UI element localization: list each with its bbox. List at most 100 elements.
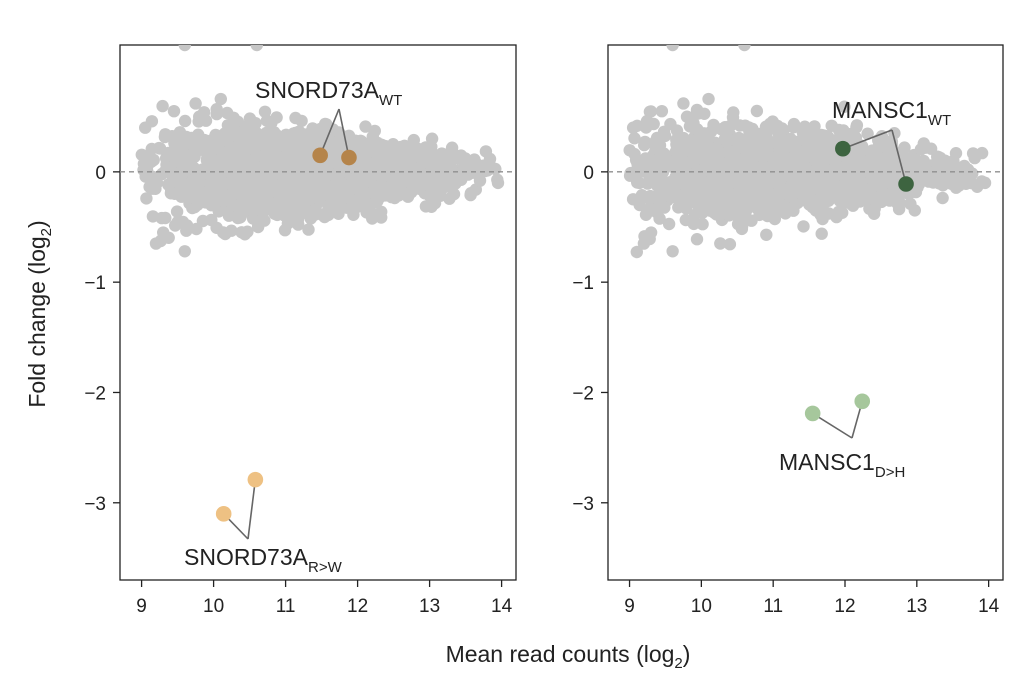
- background-point: [366, 185, 380, 199]
- background-point: [404, 185, 418, 199]
- background-point: [240, 187, 254, 200]
- background-point: [796, 126, 809, 139]
- background-point: [200, 154, 214, 167]
- background-point: [215, 167, 228, 180]
- background-point: [703, 158, 717, 171]
- background-point: [745, 214, 758, 227]
- background-point: [231, 115, 245, 128]
- background-point: [758, 187, 771, 201]
- background-point: [227, 184, 240, 197]
- background-point: [702, 92, 715, 106]
- background-point: [714, 237, 727, 250]
- annotation-label-sub: R>W: [308, 559, 343, 576]
- background-point: [692, 107, 705, 120]
- highlight-point: [804, 405, 821, 422]
- background-point: [688, 208, 702, 221]
- background-point: [819, 129, 832, 143]
- background-point: [243, 137, 256, 150]
- background-point: [830, 210, 843, 224]
- background-point: [384, 162, 398, 175]
- background-point: [749, 171, 762, 184]
- background-point: [881, 174, 895, 187]
- background-points: [135, 45, 505, 258]
- background-point: [892, 202, 906, 216]
- background-point: [229, 125, 243, 138]
- x-tick-label: 11: [276, 596, 296, 617]
- background-point: [468, 153, 481, 166]
- background-point: [687, 217, 700, 231]
- background-point: [473, 174, 487, 187]
- background-point: [861, 127, 874, 140]
- x-axis-title-sub: 2: [674, 655, 682, 672]
- background-point: [877, 139, 891, 153]
- background-point: [235, 226, 248, 239]
- background-point: [696, 142, 709, 156]
- background-point: [868, 202, 881, 215]
- background-point: [819, 172, 833, 185]
- background-point: [282, 163, 295, 177]
- background-point: [774, 200, 787, 213]
- background-point: [252, 194, 266, 207]
- background-point: [176, 215, 190, 229]
- background-point: [839, 196, 852, 209]
- background-point: [904, 197, 917, 211]
- background-point: [322, 208, 335, 222]
- background-point: [170, 205, 184, 218]
- background-point: [781, 157, 794, 170]
- background-point: [210, 107, 223, 121]
- background-point: [336, 178, 349, 192]
- y-axis-title-end: ): [24, 220, 50, 228]
- background-point: [691, 123, 704, 136]
- background-point: [666, 245, 679, 258]
- background-point: [696, 218, 709, 231]
- background-point: [251, 220, 265, 234]
- background-point: [783, 189, 796, 202]
- x-tick-label: 13: [419, 596, 440, 617]
- background-point: [297, 128, 310, 141]
- annotation-label: SNORD73AWT: [255, 77, 402, 109]
- background-point: [155, 211, 168, 225]
- background-point: [171, 131, 184, 144]
- background-point: [302, 223, 315, 236]
- background-point: [355, 159, 368, 172]
- x-axis-title-main: Mean read counts (log: [446, 641, 675, 667]
- background-point: [827, 162, 841, 176]
- background-point: [824, 144, 837, 157]
- background-point: [234, 211, 247, 224]
- background-point: [978, 176, 992, 190]
- background-point: [491, 176, 505, 190]
- background-point: [628, 132, 641, 145]
- background-point: [149, 237, 163, 250]
- background-point: [812, 196, 825, 209]
- background-point: [388, 191, 401, 205]
- background-point: [644, 203, 657, 216]
- highlight-point: [898, 176, 914, 192]
- background-point: [196, 135, 209, 149]
- background-point: [700, 180, 713, 193]
- background-point: [760, 228, 773, 241]
- background-point: [395, 183, 408, 196]
- background-point: [196, 214, 210, 228]
- background-point: [325, 195, 338, 208]
- background-point: [477, 159, 491, 172]
- annotation-connector: [319, 108, 340, 156]
- x-tick-label: 10: [203, 596, 224, 617]
- background-point: [850, 121, 863, 134]
- background-point: [230, 173, 243, 186]
- background-point: [265, 177, 278, 190]
- background-point: [644, 105, 658, 118]
- x-axis-title-end: ): [683, 641, 691, 667]
- background-point: [192, 174, 206, 187]
- x-tick-label: 13: [906, 596, 927, 617]
- background-point: [259, 126, 273, 140]
- background-point: [455, 173, 468, 186]
- background-point: [443, 159, 457, 172]
- background-point: [690, 233, 704, 246]
- background-point: [759, 174, 772, 187]
- background-points: [623, 45, 992, 259]
- background-point: [139, 121, 152, 134]
- plot-frame: [119, 44, 517, 581]
- background-point: [375, 205, 388, 218]
